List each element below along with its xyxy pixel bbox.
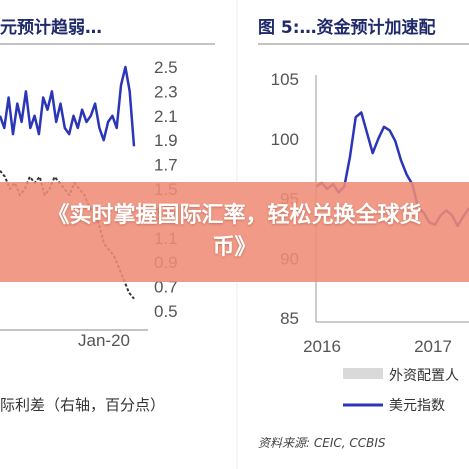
y-tick-label: 0.5 [154, 302, 178, 321]
x-tick-label: 2017 [414, 337, 452, 356]
y-tick-label: 2.1 [154, 107, 178, 126]
legend-label-usd: 美元指数 [389, 398, 445, 414]
y-tick-label: 2.5 [154, 58, 178, 77]
source-note: 资料来源: CEIC, CCBIS [258, 436, 386, 450]
banner-title: 《实时掌握国际汇率，轻松兑换全球货币》 [47, 203, 422, 260]
right-panel-title: 图 5:…资金预计加速配 [258, 17, 436, 38]
y-tick-label: 100 [271, 130, 299, 149]
legend-swatch-area [343, 368, 383, 379]
y-tick-label: 1.7 [154, 156, 178, 175]
left-legend-text: 际利差（右轴，百分点） [0, 396, 165, 414]
left-panel-title: 元预计趋弱… [0, 17, 102, 38]
y-tick-label: 0.7 [154, 278, 178, 297]
y-tick-label: 2.3 [154, 82, 178, 101]
x-tick-label: Jan-20 [78, 331, 130, 350]
right-x-tick-labels: 2016 2017 [303, 337, 452, 356]
title-banner: 《实时掌握国际汇率，轻松兑换全球货币》 [0, 182, 469, 282]
legend-label-area: 外资配置人 [389, 368, 459, 384]
y-tick-label: 85 [280, 309, 299, 328]
series-line-1 [0, 65, 136, 147]
x-tick-label: 2016 [303, 337, 341, 356]
y-tick-label: 105 [271, 70, 299, 89]
left-x-tick-labels: Jan-20 [78, 331, 130, 350]
y-tick-label: 1.9 [154, 131, 178, 150]
